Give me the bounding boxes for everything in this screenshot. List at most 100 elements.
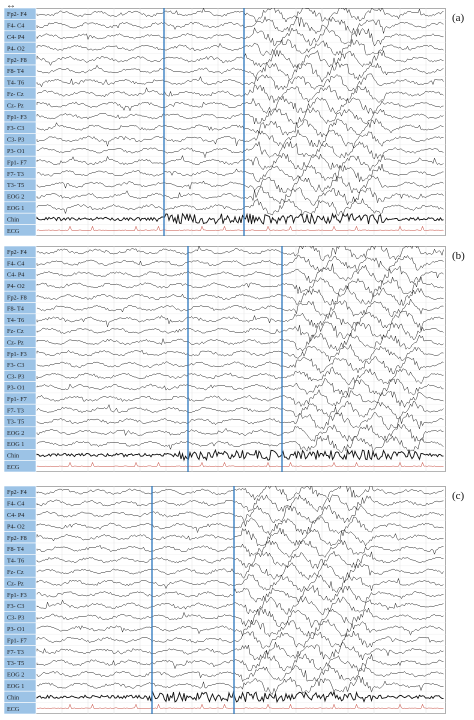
eeg-trace <box>36 448 444 462</box>
channel-label: EOG 1 <box>7 205 24 212</box>
channel-label: Cz- Pz <box>7 340 24 347</box>
eeg-trace <box>36 641 444 661</box>
eeg-panel-a: Fp2- F4 F4- C4 C4- P4 P4- O2 Fp2- F8 F8- T4 T4… <box>4 8 446 236</box>
channel-label: Fp1- F7 <box>7 396 27 403</box>
channel-label: ECG <box>7 464 20 471</box>
eeg-trace <box>36 310 444 331</box>
eeg-trace <box>36 95 444 115</box>
channel-label: Fp1- F7 <box>7 637 27 644</box>
eeg-trace <box>36 676 444 695</box>
eeg-trace <box>36 377 444 397</box>
channel-label: Cz- Pz <box>7 102 24 109</box>
channel-label: F4- C4 <box>7 501 24 508</box>
channel-label-column <box>4 8 37 236</box>
eeg-trace <box>36 152 444 172</box>
channel-label: T4- T6 <box>7 80 24 87</box>
eeg-trace <box>36 574 444 593</box>
eeg-trace <box>36 562 444 584</box>
eeg-panel-c: Fp2- F4 F4- C4 C4- P4 P4- O2 Fp2- F8 F8- T4 T4… <box>4 486 446 714</box>
channel-label: P3- O1 <box>7 385 25 392</box>
eeg-trace <box>36 263 444 284</box>
eeg-trace <box>36 276 444 298</box>
eeg-trace <box>36 461 444 468</box>
channel-label: F4- C4 <box>7 23 24 30</box>
channel-label: F8- T4 <box>7 546 24 553</box>
eeg-trace <box>36 73 444 92</box>
eeg-traces-b: Fp2- F4 F4- C4 C4- P4 P4- O2 Fp2- F8 F8- T4 T4… <box>4 246 446 472</box>
eeg-trace <box>36 225 444 231</box>
channel-label: F3- C3 <box>7 362 24 369</box>
channel-label: T3- T5 <box>7 182 24 189</box>
eeg-trace <box>36 494 444 513</box>
channel-label: Chin <box>7 694 19 701</box>
channel-label-cell <box>4 224 37 236</box>
channel-label: Fp2- F4 <box>7 489 27 496</box>
eeg-trace <box>36 15 444 35</box>
eeg-trace <box>36 107 444 125</box>
channel-label: Cz- Pz <box>7 580 24 587</box>
channel-label: P3- O1 <box>7 626 25 633</box>
eeg-trace <box>36 539 444 558</box>
eeg-trace <box>36 486 444 502</box>
eeg-trace <box>36 38 444 56</box>
channel-label: Fz- Cz <box>7 569 24 576</box>
eeg-trace <box>36 366 444 386</box>
channel-label: T4- T6 <box>7 558 24 565</box>
eeg-trace <box>36 140 444 160</box>
channel-label-column <box>4 486 37 714</box>
eeg-trace <box>36 197 444 217</box>
eeg-trace <box>36 527 444 547</box>
channel-label: Fp1- F3 <box>7 351 27 358</box>
eeg-trace <box>36 516 444 536</box>
eeg-trace <box>36 49 444 69</box>
eeg-trace <box>36 356 444 374</box>
channel-label: Fp1- F3 <box>7 592 27 599</box>
eeg-trace <box>36 186 444 206</box>
eeg-trace <box>36 703 444 710</box>
channel-label: Chin <box>7 216 19 223</box>
channel-label: F4- C4 <box>7 260 24 267</box>
eeg-trace <box>36 550 444 570</box>
panel-c-tag: (c) <box>452 490 465 502</box>
channel-label-cell <box>4 702 37 714</box>
channel-label: EOG 2 <box>7 430 24 437</box>
panel-a-tag: (a) <box>452 12 465 24</box>
eeg-panel-b: Fp2- F4 F4- C4 C4- P4 P4- O2 Fp2- F8 F8- T4 T4… <box>4 246 446 472</box>
eeg-trace <box>36 389 444 408</box>
eeg-trace <box>36 212 444 225</box>
time-scale-marker: ↔ <box>6 0 16 11</box>
channel-label: Fz- Cz <box>7 328 24 335</box>
channel-label: Fp1- F3 <box>7 114 27 121</box>
eeg-trace <box>36 664 444 683</box>
channel-label: ECG <box>7 706 20 713</box>
eeg-trace <box>36 618 444 638</box>
eeg-trace <box>36 84 444 104</box>
channel-label: Fp2- F8 <box>7 57 27 64</box>
channel-label: P4- O2 <box>7 523 25 530</box>
eeg-trace <box>36 298 444 317</box>
channel-label: P3- O1 <box>7 148 25 155</box>
eeg-trace <box>36 630 444 649</box>
channel-label: Fp2- F4 <box>7 11 27 18</box>
eeg-trace <box>36 584 444 604</box>
channel-label: T3- T5 <box>7 660 24 667</box>
eeg-trace <box>36 163 444 183</box>
channel-label: F8- T4 <box>7 68 24 75</box>
channel-label: F7- T3 <box>7 649 24 656</box>
eeg-trace <box>36 596 444 615</box>
eeg-trace <box>36 400 444 420</box>
channel-label: F8- T4 <box>7 306 24 313</box>
channel-label: C4- P4 <box>7 34 24 41</box>
channel-label: P4- O2 <box>7 45 25 52</box>
eeg-trace <box>36 117 444 138</box>
eeg-trace <box>36 321 444 342</box>
eeg-trace <box>36 246 444 261</box>
eeg-trace <box>36 27 444 47</box>
eeg-trace <box>36 285 444 307</box>
channel-label: T3- T5 <box>7 419 24 426</box>
eeg-trace <box>36 343 444 363</box>
eeg-trace <box>36 8 444 23</box>
channel-label: C3- P3 <box>7 373 24 380</box>
channel-label: C4- P4 <box>7 512 24 519</box>
channel-label: EOG 2 <box>7 672 24 679</box>
